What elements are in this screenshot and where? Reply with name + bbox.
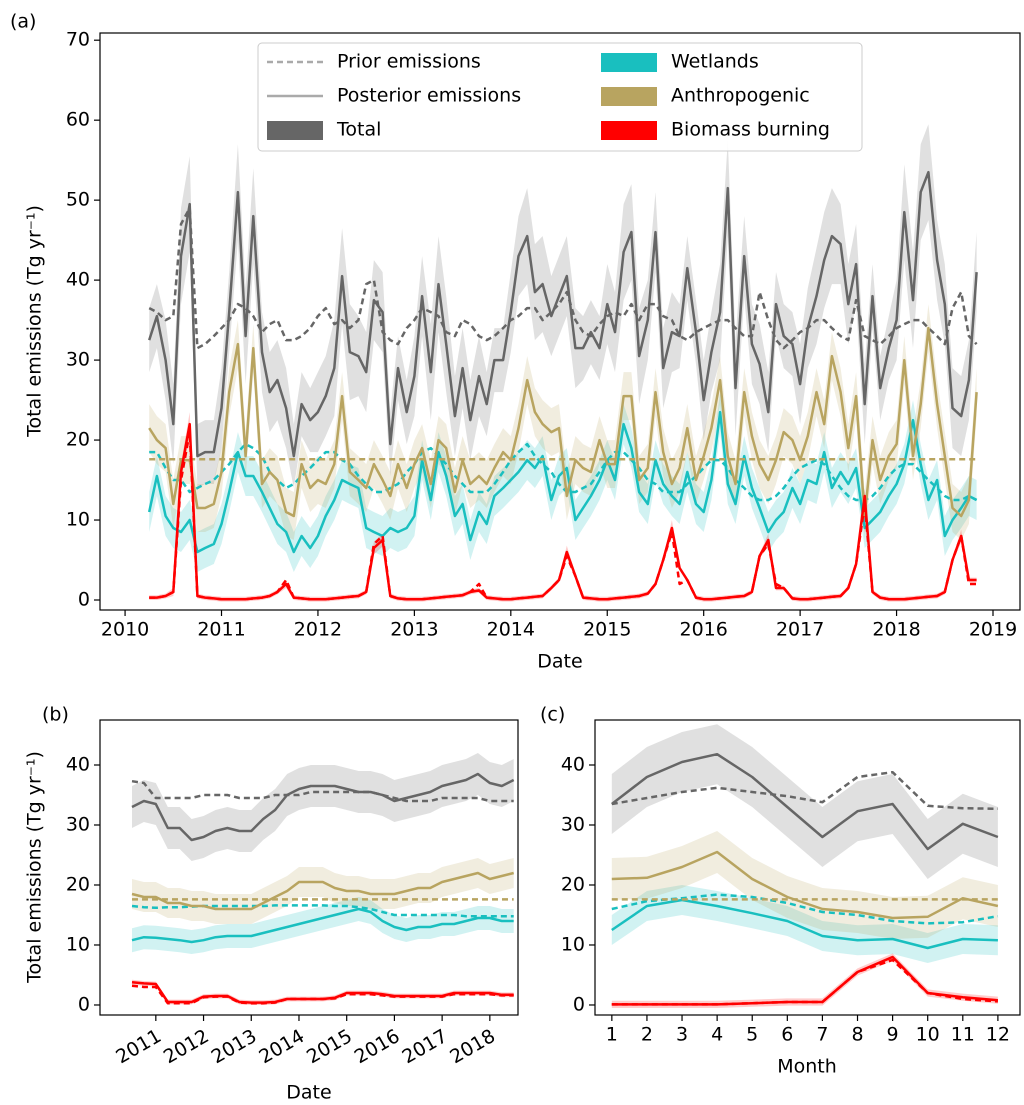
x-tick-label: 2011 <box>197 619 245 641</box>
legend-swatch <box>267 121 323 140</box>
x-tick-label: 9 <box>887 1024 899 1046</box>
x-tick-label: 2018 <box>872 619 920 641</box>
axes-frame <box>99 719 519 1016</box>
plot-area <box>131 753 515 1005</box>
posterior-line <box>611 955 999 1006</box>
panel-label: (c) <box>540 704 565 726</box>
y-tick-label: 60 <box>66 109 90 131</box>
posterior-line <box>148 170 978 458</box>
legend-label: Biomass burning <box>671 119 830 141</box>
legend-swatch <box>601 53 657 72</box>
prior-line <box>148 206 978 350</box>
uncertainty-band <box>149 304 977 540</box>
legend-label: Prior emissions <box>337 51 481 73</box>
posterior-line <box>149 422 977 601</box>
y-tick-label: 30 <box>66 349 90 371</box>
x-tick-label: 12 <box>986 1024 1010 1046</box>
legend-label: Wetlands <box>671 51 759 73</box>
y-tick-label: 30 <box>66 813 90 835</box>
legend-swatch <box>601 121 657 140</box>
plot-area <box>147 124 978 602</box>
y-axis-label: Total emissions (Tg yr⁻¹) <box>24 205 46 438</box>
x-tick-label: 10 <box>916 1024 940 1046</box>
legend: Prior emissions Posterior emissions Total W… <box>257 42 863 152</box>
uncertainty-band <box>149 392 977 572</box>
y-tick-label: 10 <box>66 933 90 955</box>
x-tick-label: 2015 <box>303 1025 356 1068</box>
x-tick-label: 5 <box>746 1024 758 1046</box>
y-tick-label: 30 <box>561 813 585 835</box>
axes-frame <box>594 719 1021 1016</box>
x-tick-label: 2016 <box>680 619 728 641</box>
x-tick-label: 3 <box>676 1024 688 1046</box>
x-tick-label: 2019 <box>969 619 1017 641</box>
y-axis-label: Total emissions (Tg yr⁻¹) <box>24 751 46 984</box>
posterior-line <box>611 752 999 851</box>
x-tick-label: 6 <box>781 1024 793 1046</box>
y-tick-label: 40 <box>561 753 585 775</box>
uncertainty-band <box>132 858 514 924</box>
prior-line <box>131 779 514 803</box>
x-tick-label: 2016 <box>351 1025 404 1068</box>
x-tick-label: 2018 <box>446 1025 499 1068</box>
posterior-line <box>148 326 978 518</box>
x-tick-label: 2013 <box>390 619 438 641</box>
uncertainty-band <box>611 724 998 879</box>
x-tick-label: 2014 <box>487 619 535 641</box>
x-tick-label: 2 <box>641 1024 653 1046</box>
plot-area <box>611 724 999 1008</box>
legend-swatch <box>601 87 657 106</box>
x-tick-label: 2017 <box>776 619 824 641</box>
x-tick-label: 2017 <box>398 1025 451 1068</box>
legend-label: Posterior emissions <box>337 85 521 107</box>
x-axis-label: Date <box>537 651 582 673</box>
x-axis-label: Month <box>777 1056 837 1078</box>
posterior-line <box>131 980 514 1004</box>
posterior-line <box>611 850 999 920</box>
y-tick-label: 40 <box>66 753 90 775</box>
panel-label: (a) <box>10 11 36 33</box>
x-tick-label: 2013 <box>208 1025 261 1068</box>
x-tick-label: 2010 <box>101 619 149 641</box>
x-tick-label: 2015 <box>583 619 631 641</box>
y-tick-label: 20 <box>66 429 90 451</box>
y-tick-label: 20 <box>66 873 90 895</box>
y-tick-label: 10 <box>66 509 90 531</box>
x-tick-label: 11 <box>951 1024 975 1046</box>
x-tick-label: 2012 <box>160 1025 213 1068</box>
posterior-line <box>611 898 998 950</box>
prior-line <box>611 770 998 811</box>
y-tick-label: 40 <box>66 269 90 291</box>
y-tick-label: 0 <box>78 993 90 1015</box>
x-tick-label: 2014 <box>255 1025 308 1068</box>
x-tick-label: 1 <box>606 1024 618 1046</box>
x-tick-label: 4 <box>711 1024 723 1046</box>
posterior-line <box>131 772 515 842</box>
x-tick-label: 2012 <box>294 619 342 641</box>
y-tick-label: 50 <box>66 189 90 211</box>
legend-label: Total <box>336 119 381 141</box>
y-tick-label: 0 <box>78 589 90 611</box>
prior-line <box>149 442 978 502</box>
uncertainty-band <box>132 897 514 954</box>
x-tick-label: 7 <box>816 1024 828 1046</box>
legend-label: Anthropogenic <box>671 85 810 107</box>
x-tick-label: 2011 <box>112 1025 165 1068</box>
y-tick-label: 0 <box>573 993 585 1015</box>
posterior-line <box>131 871 515 911</box>
posterior-line <box>131 907 514 944</box>
y-tick-label: 70 <box>66 29 90 51</box>
x-tick-label: 8 <box>851 1024 863 1046</box>
uncertainty-band <box>611 953 998 1008</box>
y-tick-label: 20 <box>561 873 585 895</box>
y-tick-label: 10 <box>561 933 585 955</box>
uncertainty-band <box>611 831 998 939</box>
panel-label: (b) <box>42 704 69 726</box>
uncertainty-band <box>132 753 514 861</box>
legend-box <box>257 42 863 152</box>
x-axis-label: Date <box>286 1082 331 1104</box>
axes-frame <box>99 32 1021 611</box>
